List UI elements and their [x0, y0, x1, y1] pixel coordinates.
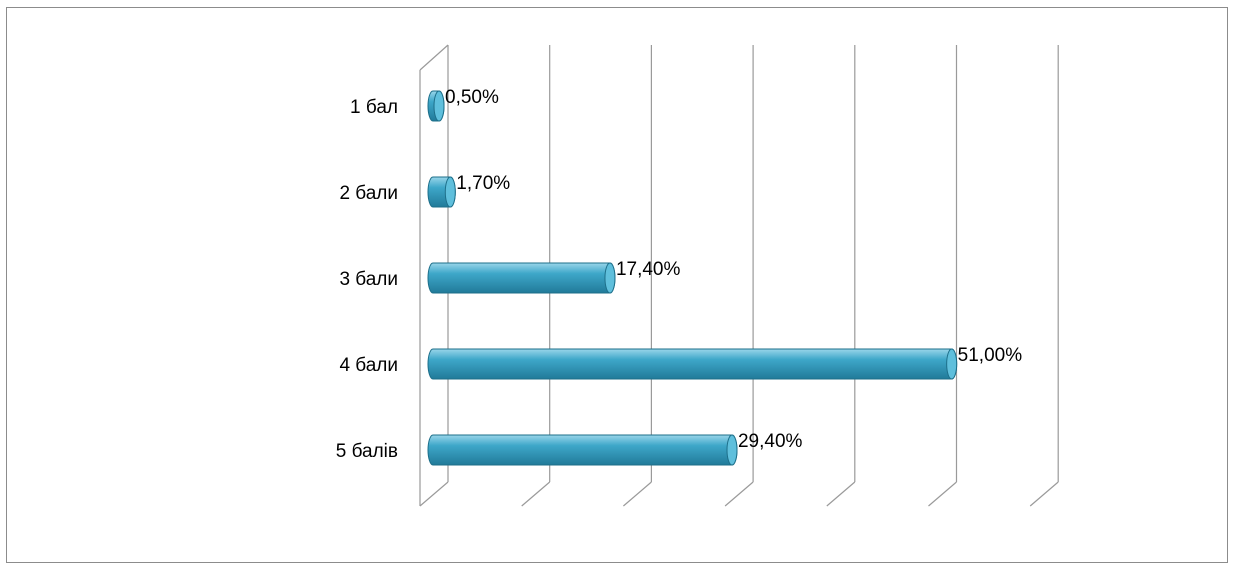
bar: [427, 348, 958, 380]
chart-frame: [6, 7, 1228, 563]
grid-floor-tick: [623, 481, 652, 507]
grid-floor-tick: [724, 481, 754, 507]
bar: [427, 262, 616, 294]
category-label: 5 балів: [336, 441, 398, 462]
bars: [427, 90, 958, 466]
value-label: 51,00%: [958, 345, 1023, 366]
grid-floor-tick: [1029, 481, 1059, 507]
category-label: 3 бали: [339, 269, 398, 290]
bar-cap: [946, 348, 958, 380]
bar-cap: [433, 90, 445, 122]
value-label: 29,40%: [738, 431, 803, 452]
bar-cap: [604, 262, 616, 294]
grid-floor-tick: [521, 481, 551, 507]
bar-cap: [726, 434, 738, 466]
category-label: 2 бали: [339, 183, 398, 204]
value-label: 1,70%: [456, 173, 510, 194]
bar: [427, 434, 738, 466]
category-label: 4 бали: [339, 355, 398, 376]
gridlines: [419, 44, 1059, 507]
category-label: 1 бал: [350, 97, 398, 118]
wall-top-edge: [419, 44, 449, 71]
grid-floor-tick: [928, 481, 957, 507]
value-label: 0,50%: [445, 87, 499, 108]
bar-cap: [444, 176, 456, 208]
value-label: 17,40%: [616, 259, 681, 280]
grid-floor-tick: [826, 481, 856, 507]
labels: 1 бал 0,50% 2 бали 1,70% 3 бали 17,40% 4 бали 5…: [336, 87, 1022, 462]
grid-floor-tick: [419, 481, 449, 507]
